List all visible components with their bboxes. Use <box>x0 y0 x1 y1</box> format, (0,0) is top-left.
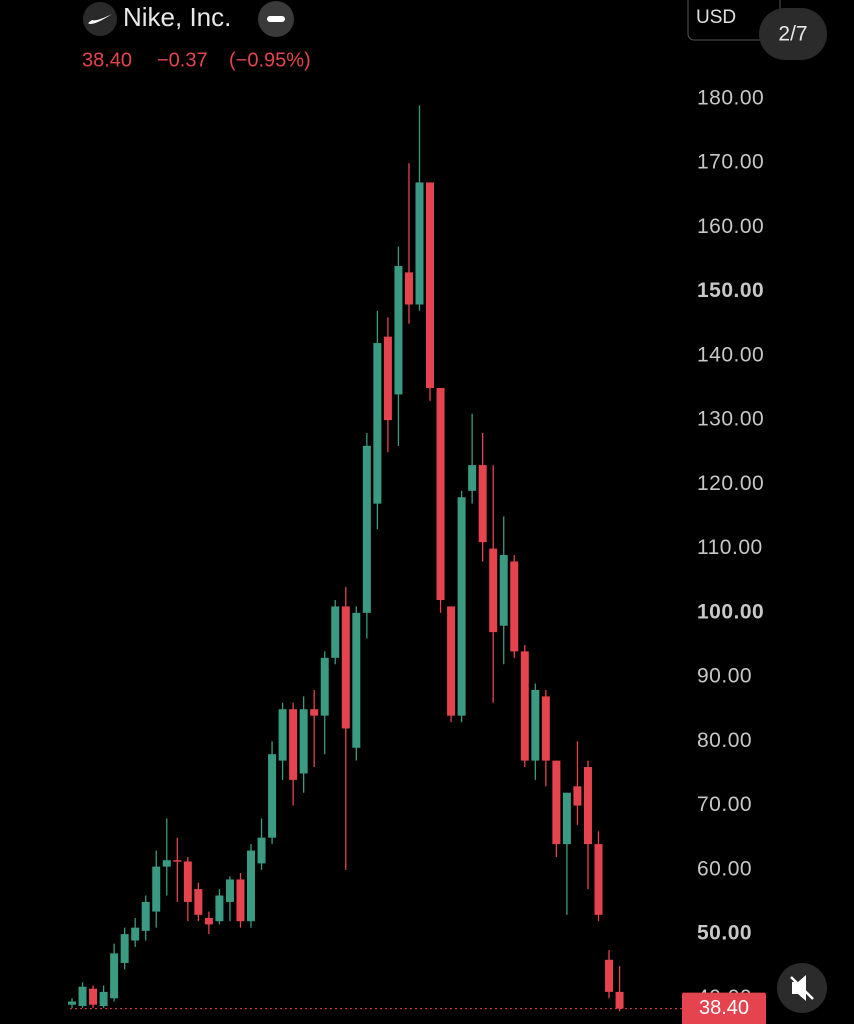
candle-body <box>499 555 508 626</box>
y-tick-label: 80.00 <box>697 729 752 752</box>
candle-body <box>573 786 582 806</box>
y-tick-label: 180.00 <box>697 86 764 109</box>
candle-body <box>478 465 487 543</box>
y-tick-label: 120.00 <box>697 472 764 495</box>
y-tick-label: 160.00 <box>697 215 764 238</box>
candle-body <box>162 860 171 867</box>
candle-body <box>510 561 519 652</box>
candle-body <box>520 651 529 761</box>
candle-body <box>404 272 413 305</box>
candle-body <box>615 991 624 1009</box>
candle-body <box>362 445 371 613</box>
company-logo <box>83 2 117 36</box>
y-tick-label: 60.00 <box>697 857 752 880</box>
y-tick-label: 170.00 <box>697 151 764 174</box>
candle-body <box>215 895 224 922</box>
mute-slash <box>790 976 814 1000</box>
y-tick-label: 110.00 <box>697 536 763 559</box>
candle-body <box>278 709 287 761</box>
plot-area: 40.0050.0060.0070.0080.0090.00100.00110.… <box>68 86 766 1024</box>
candle-body <box>152 866 161 912</box>
candle-body <box>383 336 392 421</box>
last-price-label: 38.40 <box>699 997 749 1019</box>
candle-body <box>605 959 614 992</box>
page-indicator: 2/7 <box>778 23 807 46</box>
candle-body <box>373 343 382 504</box>
candle-body <box>141 901 150 931</box>
candle-body <box>299 709 308 774</box>
currency-label: USD <box>696 7 736 28</box>
candle-body <box>394 265 403 395</box>
y-tick-label: 140.00 <box>697 343 764 366</box>
candle-body <box>268 754 277 838</box>
candle-body <box>436 388 445 601</box>
candle-body <box>183 861 192 902</box>
candle-body <box>204 918 213 925</box>
candle-body <box>225 879 234 902</box>
stock-title: Nike, Inc. <box>123 2 231 32</box>
candle-body <box>89 988 98 1005</box>
candle-body <box>447 606 456 716</box>
candle-body <box>457 497 466 716</box>
candle-body <box>247 850 256 922</box>
candle-body <box>594 844 603 915</box>
price-change-percent: (−0.95%) <box>229 49 311 71</box>
price: 38.40 <box>82 49 132 71</box>
candle-body <box>310 709 319 716</box>
candle-body <box>289 709 298 780</box>
y-tick-label: 50.00 <box>697 922 752 945</box>
candle-body <box>468 465 477 491</box>
minus-icon <box>267 16 285 22</box>
candle-body <box>426 182 435 389</box>
y-tick-label: 100.00 <box>697 600 764 623</box>
page-indicator-pill <box>759 8 827 60</box>
y-tick-label: 90.00 <box>697 665 752 688</box>
candle-body <box>541 696 550 761</box>
candle-body <box>68 1001 76 1005</box>
candle-body <box>120 934 129 963</box>
candle-body <box>194 889 203 915</box>
y-tick-label: 70.00 <box>697 793 752 816</box>
candle-body <box>331 606 340 658</box>
candle-body <box>236 879 245 922</box>
candle-body <box>131 927 140 941</box>
candle-body <box>110 953 119 999</box>
price-change: −0.37 <box>157 49 208 71</box>
candle-body <box>562 792 571 845</box>
candle-body <box>257 837 266 864</box>
logo-swoosh <box>88 14 112 24</box>
candle-body <box>489 548 498 633</box>
candle-body <box>415 182 424 305</box>
candle-body <box>531 689 540 761</box>
candle-body <box>99 991 108 1007</box>
speaker-icon <box>792 975 806 1001</box>
candle-body <box>78 986 87 1007</box>
candle-body <box>583 767 592 845</box>
candle-body <box>341 606 350 729</box>
candle-body <box>173 860 182 862</box>
candle-body <box>552 760 561 845</box>
last-price-box <box>682 992 766 1024</box>
y-tick-label: 130.00 <box>697 408 764 431</box>
candle-body <box>320 657 329 716</box>
candle-body <box>352 612 361 748</box>
y-tick-label: 150.00 <box>697 279 764 302</box>
